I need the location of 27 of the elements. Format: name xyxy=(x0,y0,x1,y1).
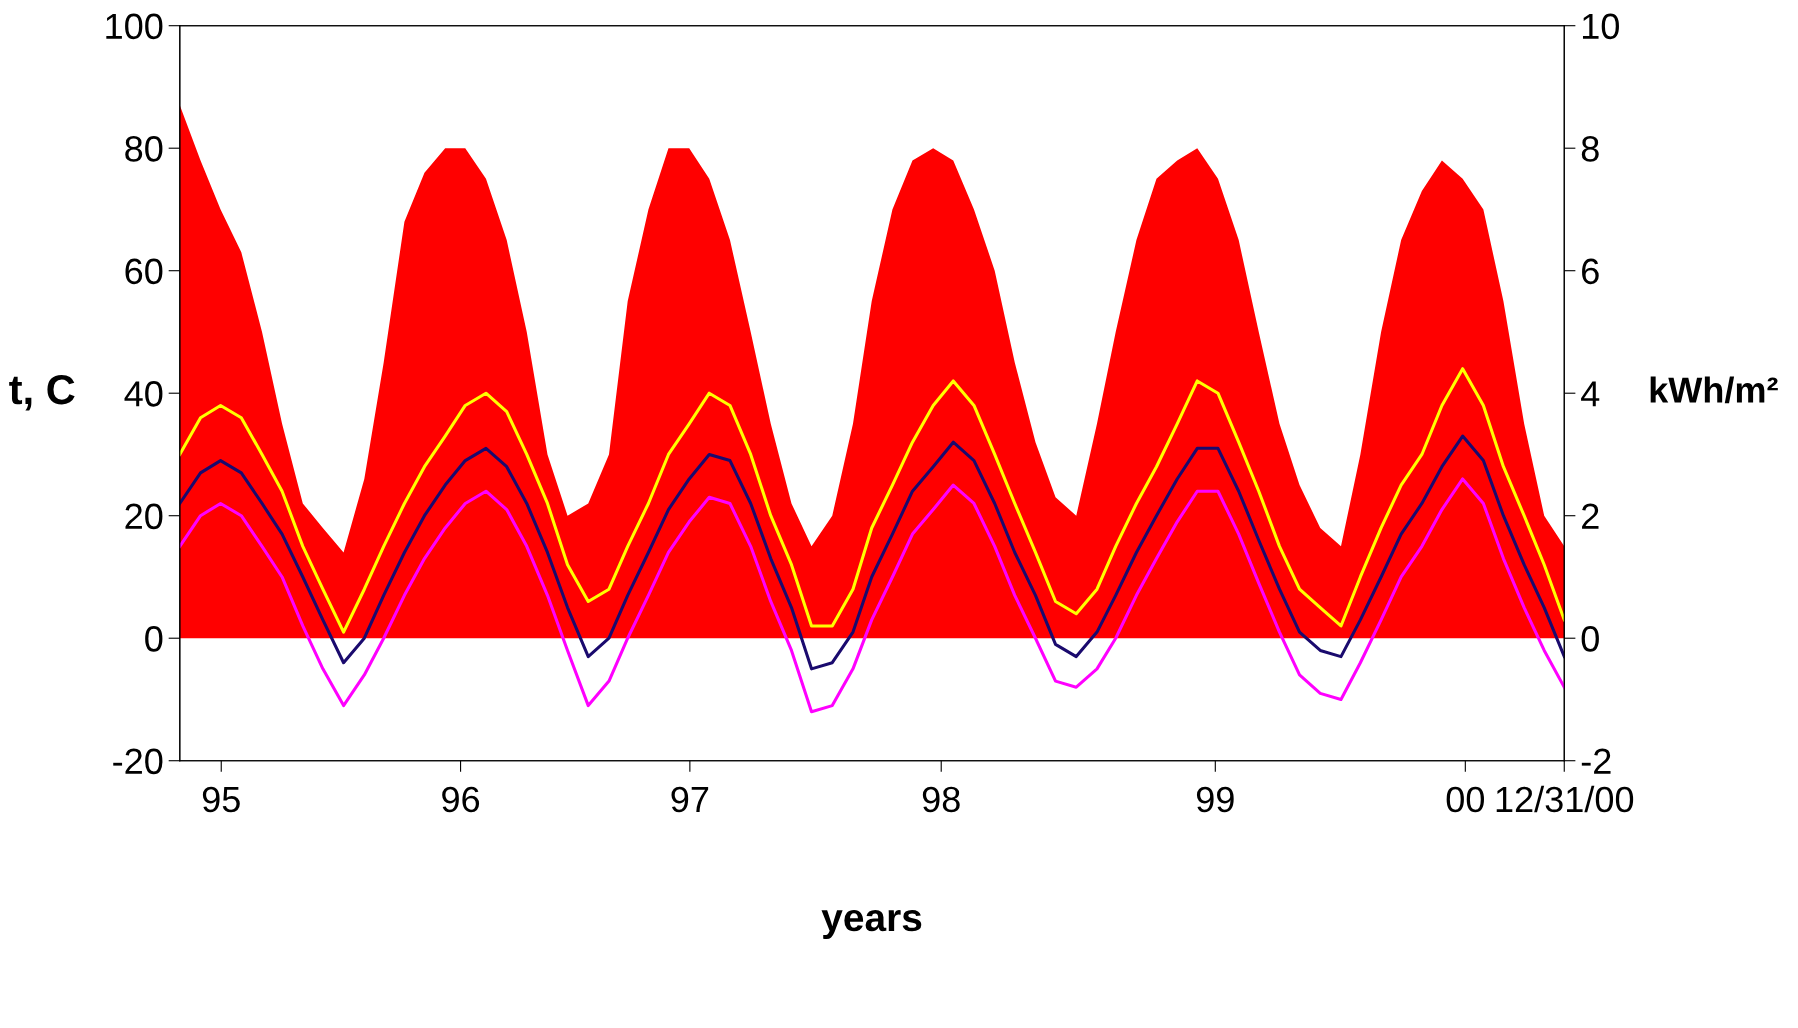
y-tick-label: 80 xyxy=(125,136,163,162)
x-tick-label: 96 xyxy=(442,786,480,813)
y-tick-label: 60 xyxy=(125,258,163,285)
line-series xyxy=(179,367,1565,634)
y2-tick-label: 0 xyxy=(1581,626,1599,652)
y-tick-label: -20 xyxy=(113,748,163,775)
x-tick-label: 97 xyxy=(671,786,709,813)
y-tick-label: 20 xyxy=(125,503,163,530)
x-axis-title: years xyxy=(821,909,922,939)
line-series xyxy=(179,477,1565,714)
y2-axis-title: kWh/m² xyxy=(1650,376,1778,404)
x-tick-label: 99 xyxy=(1196,786,1234,813)
y2-tick-label: 8 xyxy=(1581,136,1599,162)
y-tick-label: 40 xyxy=(124,381,163,407)
line-series xyxy=(179,434,1565,671)
x-tick-label: 98 xyxy=(922,786,960,813)
y-tick-label: 100 xyxy=(106,13,163,40)
x-tick-label: 95 xyxy=(202,786,240,813)
y2-tick-label: 10 xyxy=(1582,13,1619,40)
y2-tick-label: -2 xyxy=(1581,748,1611,774)
y2-tick-label: 6 xyxy=(1582,258,1599,285)
x-tick-label: 12/31/00 xyxy=(1496,785,1634,813)
y-axis-title: t, C xyxy=(9,374,75,411)
y2-tick-label: 2 xyxy=(1582,503,1599,529)
x-tick-label: 00 xyxy=(1446,786,1484,813)
y2-tick-label: 4 xyxy=(1581,381,1600,407)
y-tick-label: 0 xyxy=(145,626,163,652)
